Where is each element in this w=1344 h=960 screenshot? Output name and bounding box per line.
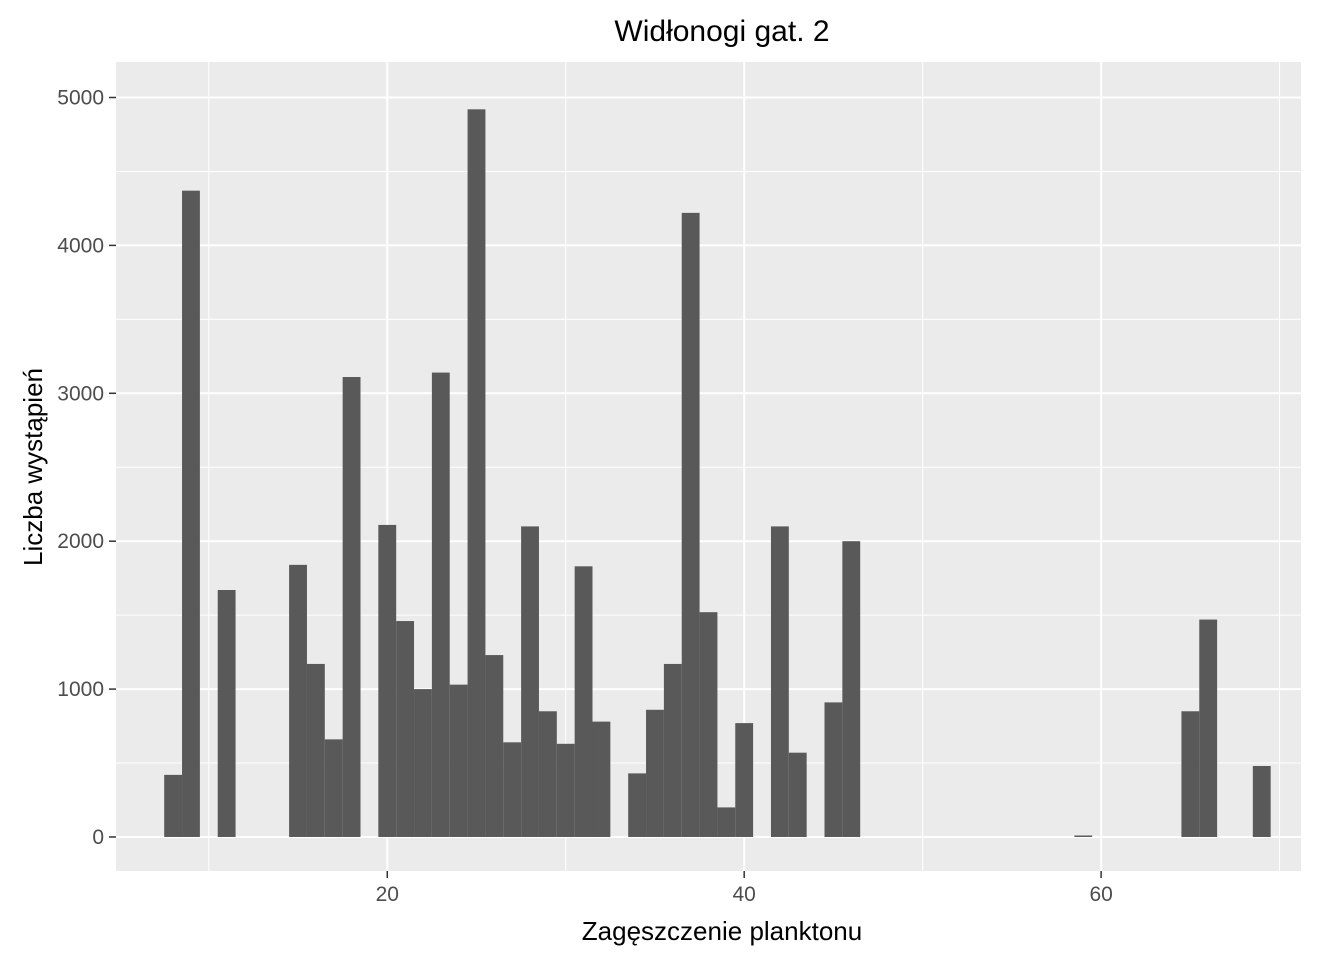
histogram-bar (735, 723, 754, 837)
histogram-bar (467, 109, 486, 837)
histogram-bar (699, 612, 718, 837)
histogram-bar (556, 743, 575, 837)
histogram-bar (538, 711, 557, 837)
y-tick-label: 0 (92, 826, 104, 849)
y-axis: 0 1000 2000 3000 4000 5000 (57, 86, 116, 849)
x-tick-label: 40 (733, 883, 756, 906)
histogram-bar (342, 377, 361, 837)
histogram-bar (824, 702, 843, 837)
x-axis: 20 40 60 (376, 871, 1113, 906)
histogram-bar (646, 709, 664, 837)
histogram-bar (414, 689, 432, 837)
histogram-bars (164, 109, 1271, 837)
histogram-bar (663, 663, 682, 837)
y-axis-title: Liczba wystąpień (18, 368, 48, 566)
x-tick-label: 60 (1089, 883, 1112, 906)
histogram-bar (788, 752, 807, 837)
histogram-bar (324, 739, 343, 837)
histogram-bar (574, 566, 593, 837)
histogram-bar (1199, 619, 1218, 837)
histogram-bar (306, 663, 325, 837)
histogram-bar (182, 190, 200, 837)
histogram-bar (449, 684, 468, 837)
y-tick-label: 5000 (57, 86, 104, 109)
histogram-bar (1181, 711, 1200, 837)
y-tick-label: 4000 (57, 234, 104, 257)
histogram-bar (396, 621, 415, 837)
histogram-bar (1252, 765, 1271, 837)
histogram-bar (431, 372, 450, 837)
histogram-bar (770, 526, 789, 837)
histogram-bar (485, 655, 504, 837)
histogram-bar (842, 541, 861, 837)
histogram-bar (592, 721, 611, 837)
histogram-bar (628, 773, 647, 837)
histogram-bar (289, 564, 307, 837)
histogram-bar (164, 774, 183, 837)
histogram-bar (378, 524, 397, 837)
histogram-bar (521, 526, 539, 837)
y-tick-label: 2000 (57, 530, 104, 553)
histogram-bar (503, 742, 522, 837)
chart-title: Widłonogi gat. 2 (614, 15, 829, 48)
histogram-bar (717, 807, 736, 837)
y-tick-label: 3000 (57, 382, 104, 405)
histogram-bar (217, 589, 236, 837)
x-axis-title: Zagęszczenie planktonu (582, 916, 862, 946)
y-tick-label: 1000 (57, 678, 104, 701)
x-tick-label: 20 (376, 883, 399, 906)
histogram-bar (681, 212, 700, 837)
histogram-bar (1074, 835, 1093, 837)
